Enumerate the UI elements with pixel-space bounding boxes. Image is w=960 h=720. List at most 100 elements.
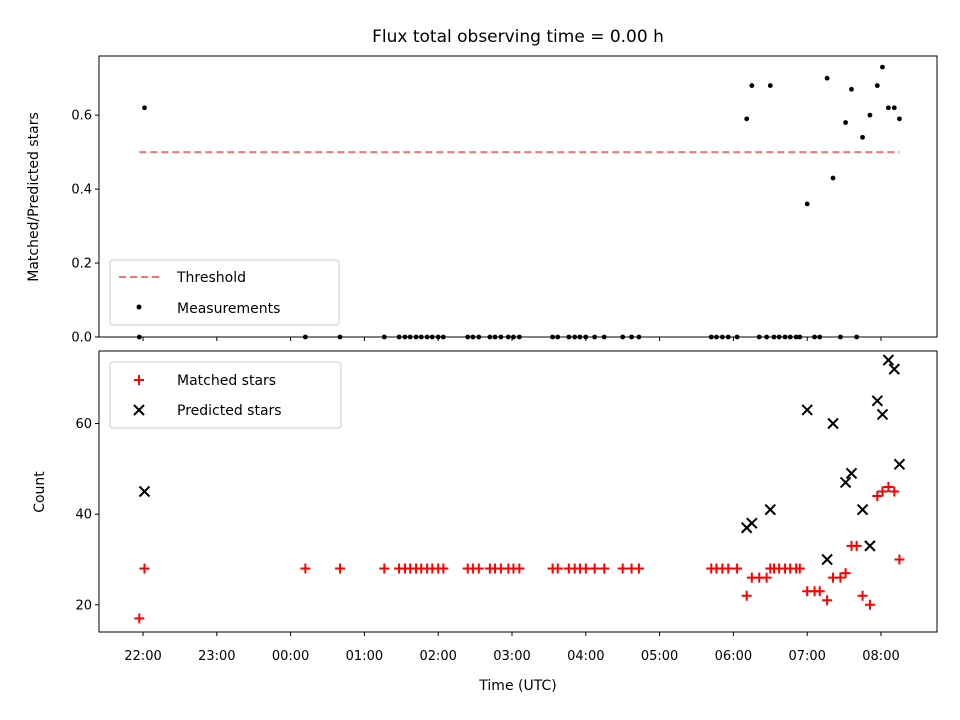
measurement-point xyxy=(492,334,498,340)
matched-star-point xyxy=(851,540,862,551)
measurements-legend-swatch xyxy=(136,304,142,310)
x-tick-label: 08:00 xyxy=(862,649,899,664)
matched-star-point xyxy=(794,563,805,574)
matched-legend-swatch xyxy=(134,375,144,385)
measurement-point xyxy=(636,334,642,340)
count-y-axis-label: Count xyxy=(32,471,48,513)
measurement-point xyxy=(771,334,777,340)
x-tick-label: 07:00 xyxy=(788,649,825,664)
measurement-point xyxy=(142,105,147,111)
predicted-star-point xyxy=(827,417,839,430)
matched-star-point xyxy=(552,563,563,574)
measurement-point xyxy=(797,334,803,340)
x-tick-label: 23:00 xyxy=(198,649,235,664)
x-tick-label: 06:00 xyxy=(715,649,752,664)
count-plot-frame xyxy=(98,350,938,633)
measurement-point xyxy=(714,334,719,340)
predicted-star-point xyxy=(801,404,813,416)
ratio-panel: 0.0 0.2 0.4 0.6 Matched/Predicted stars Thr… xyxy=(26,55,938,346)
x-tick-label: 00:00 xyxy=(272,649,309,664)
count-panel: 20 40 60 Count Matched stars Predicted sta… xyxy=(32,350,938,633)
measurement-point xyxy=(734,334,740,340)
matched-star-point xyxy=(300,563,311,574)
matched-star-point xyxy=(723,563,734,574)
threshold-legend-label: Threshold xyxy=(176,270,246,286)
measurement-point xyxy=(592,334,598,340)
measurement-point xyxy=(566,334,572,340)
x-tick-label: 02:00 xyxy=(419,649,456,664)
measurement-point xyxy=(830,175,836,181)
y-tick-label: 40 xyxy=(75,508,92,523)
measurement-point xyxy=(550,334,555,340)
matched-star-point xyxy=(134,613,145,624)
measurement-point xyxy=(880,64,885,70)
ratio-legend-box xyxy=(109,259,340,326)
matched-star-point xyxy=(822,595,833,606)
measurement-point xyxy=(891,105,897,111)
measurement-point xyxy=(838,334,843,340)
x-tick-label: 04:00 xyxy=(567,649,604,664)
measurement-point xyxy=(470,334,476,340)
predicted-star-point xyxy=(764,503,777,516)
measurement-point xyxy=(413,334,419,340)
predicted-star-point xyxy=(876,408,889,421)
measurement-point xyxy=(854,334,860,340)
matched-star-point xyxy=(814,586,825,597)
count-legend-box xyxy=(109,361,342,429)
measurement-point xyxy=(601,334,607,340)
matched-star-point xyxy=(514,563,525,574)
x-tick-label: 03:00 xyxy=(493,649,530,664)
measurement-point xyxy=(302,334,308,340)
measurement-point xyxy=(817,334,823,340)
measurement-point xyxy=(719,334,725,340)
measurement-point xyxy=(764,334,770,340)
measurement-point xyxy=(396,334,402,340)
predicted-star-point xyxy=(882,354,895,366)
measurement-point xyxy=(793,334,799,340)
measurement-point xyxy=(749,83,755,88)
measurement-point xyxy=(402,334,408,340)
y-tick-label: 0.6 xyxy=(71,109,92,124)
measurement-point xyxy=(708,334,714,340)
matched-star-point xyxy=(864,599,875,610)
measurement-point xyxy=(620,334,626,340)
matched-star-point xyxy=(633,563,644,574)
y-tick-label: 60 xyxy=(75,417,92,432)
matched-star-point xyxy=(580,563,591,574)
measurement-point xyxy=(337,334,343,340)
measurement-point xyxy=(476,334,482,340)
measurement-point xyxy=(787,334,793,340)
predicted-star-point xyxy=(845,467,858,480)
matched-star-point xyxy=(840,568,851,579)
matched-star-point xyxy=(894,554,905,565)
matched-star-point xyxy=(889,486,900,497)
matched-star-point xyxy=(761,572,772,583)
measurements-legend-label: Measurements xyxy=(177,301,280,317)
measurement-point xyxy=(572,334,578,340)
matched-star-point xyxy=(835,572,846,583)
measurement-point xyxy=(577,334,583,340)
matched-star-point xyxy=(589,563,600,574)
y-tick-label: 20 xyxy=(75,598,92,613)
measurement-point xyxy=(843,120,848,125)
measurement-point xyxy=(136,334,142,340)
matched-legend-label: Matched stars xyxy=(177,373,276,389)
y-tick-label: 0.0 xyxy=(71,331,92,346)
measurement-point xyxy=(418,334,424,340)
measurement-point xyxy=(725,334,731,340)
measurement-point xyxy=(804,201,810,207)
measurement-point xyxy=(516,334,522,340)
measurement-point xyxy=(424,334,430,340)
matched-star-point xyxy=(741,590,752,601)
predicted-legend-label: Predicted stars xyxy=(177,403,282,419)
predicted-star-point xyxy=(888,363,900,375)
x-tick-label: 01:00 xyxy=(346,649,383,664)
chart-title: Flux total observing time = 0.00 h xyxy=(372,27,664,47)
measurement-point xyxy=(429,334,435,340)
count-legend: Matched stars Predicted stars xyxy=(109,361,342,429)
predicted-star-point xyxy=(856,503,869,516)
measurement-point xyxy=(440,334,446,340)
measurement-point xyxy=(849,86,854,92)
measurement-point xyxy=(555,334,561,340)
